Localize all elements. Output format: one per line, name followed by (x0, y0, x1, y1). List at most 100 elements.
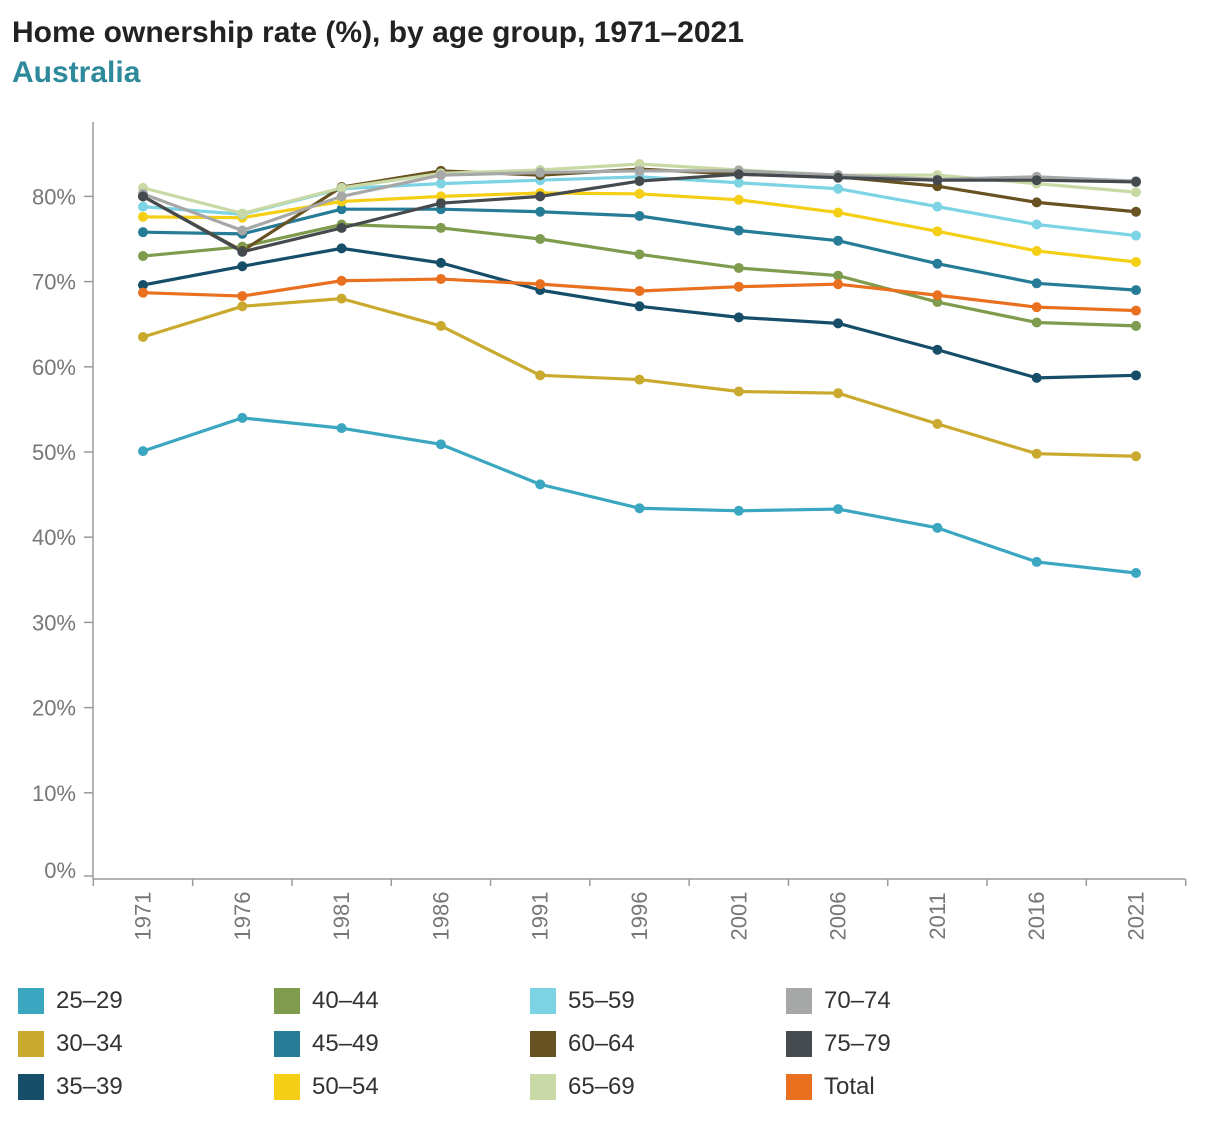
y-tick-label: 70% (32, 270, 76, 295)
legend-swatch (18, 1031, 44, 1057)
legend-swatch (530, 1074, 556, 1100)
data-point (833, 270, 844, 281)
data-point (336, 204, 347, 215)
data-point (435, 274, 446, 285)
legend-item: Total (786, 1072, 875, 1102)
y-tick-label: 30% (32, 610, 76, 635)
data-point (634, 285, 645, 296)
data-point (1031, 197, 1042, 208)
legend-item: 40–44 (274, 986, 379, 1016)
x-tick-label: 1986 (428, 892, 453, 941)
data-point (634, 503, 645, 514)
data-point (535, 370, 546, 381)
legend-item: 45–49 (274, 1029, 379, 1059)
legend-label: 35–39 (56, 1073, 123, 1100)
legend-label: 60–64 (568, 1030, 635, 1057)
legend-label: 45–49 (312, 1030, 379, 1057)
data-point (733, 386, 744, 397)
data-point (138, 287, 148, 298)
legend-item: 65–69 (530, 1072, 635, 1102)
data-point (733, 169, 744, 180)
data-point (336, 423, 347, 434)
data-point (1031, 317, 1042, 328)
data-point (435, 198, 446, 209)
data-point (237, 301, 248, 312)
data-point (1031, 219, 1042, 230)
data-point (733, 312, 744, 323)
data-point (138, 280, 148, 291)
data-point (634, 188, 645, 199)
legend-swatch (530, 988, 556, 1014)
y-tick-label: 20% (32, 696, 76, 721)
legend-swatch (786, 1031, 812, 1057)
legend-label: 65–69 (568, 1073, 635, 1100)
data-point (733, 505, 744, 516)
data-point (733, 281, 744, 292)
data-point (634, 374, 645, 385)
data-point (1031, 372, 1042, 383)
data-point (733, 225, 744, 236)
data-point (336, 293, 347, 304)
y-tick-label: 50% (32, 440, 76, 465)
legend-label: Total (824, 1073, 875, 1100)
data-point (1031, 175, 1042, 186)
data-point (733, 262, 744, 273)
data-point (138, 211, 148, 222)
x-tick-label: 2016 (1024, 892, 1049, 941)
data-point (237, 208, 248, 219)
series-line-0 (141, 416, 1138, 575)
data-point (1131, 370, 1141, 381)
data-point (1131, 187, 1141, 198)
data-point (932, 418, 943, 429)
data-point (1131, 567, 1141, 578)
data-point (138, 227, 148, 238)
legend-label: 50–54 (312, 1073, 379, 1100)
x-tick-label: 2011 (925, 892, 950, 939)
x-tick-label: 2006 (826, 892, 851, 941)
data-point (634, 176, 645, 187)
data-point (634, 301, 645, 312)
legend-swatch (18, 988, 44, 1014)
data-point (138, 251, 148, 262)
x-tick-label: 1996 (627, 892, 652, 941)
legend-swatch (274, 1031, 300, 1057)
legend-swatch (786, 1074, 812, 1100)
legend-item: 70–74 (786, 986, 891, 1016)
data-point (435, 170, 446, 181)
data-point (1131, 257, 1141, 268)
y-tick-label: 10% (32, 781, 76, 806)
chart-subtitle: Australia (12, 56, 141, 89)
legend-label: 55–59 (568, 987, 635, 1014)
data-point (336, 182, 347, 193)
x-tick-label: 1976 (230, 892, 255, 941)
data-point (1131, 451, 1141, 462)
data-point (138, 446, 148, 457)
x-tick-label: 2021 (1124, 892, 1149, 941)
data-point (336, 222, 347, 233)
legend-swatch (18, 1074, 44, 1100)
data-point (833, 504, 844, 515)
legend-swatch (274, 988, 300, 1014)
data-point (733, 194, 744, 205)
data-point (833, 172, 844, 183)
data-point (634, 165, 645, 176)
data-point (833, 388, 844, 399)
data-point (1131, 176, 1141, 187)
data-point (535, 479, 546, 490)
data-point (932, 201, 943, 212)
data-point (634, 249, 645, 260)
legend-swatch (274, 1074, 300, 1100)
x-tick-label: 1991 (528, 892, 553, 941)
data-point (1131, 320, 1141, 331)
data-point (1131, 206, 1141, 217)
data-point (634, 210, 645, 221)
legend-label: 30–34 (56, 1030, 123, 1057)
legend-swatch (530, 1031, 556, 1057)
data-point (1031, 245, 1042, 256)
chart-axes: 0% 10% 20% 30% 40% 50% 60% 70% 80% 1971 1976 1981 19… (32, 122, 1187, 941)
data-point (833, 235, 844, 246)
data-point (237, 291, 248, 302)
x-tick-label: 2001 (726, 892, 751, 941)
data-point (435, 222, 446, 233)
